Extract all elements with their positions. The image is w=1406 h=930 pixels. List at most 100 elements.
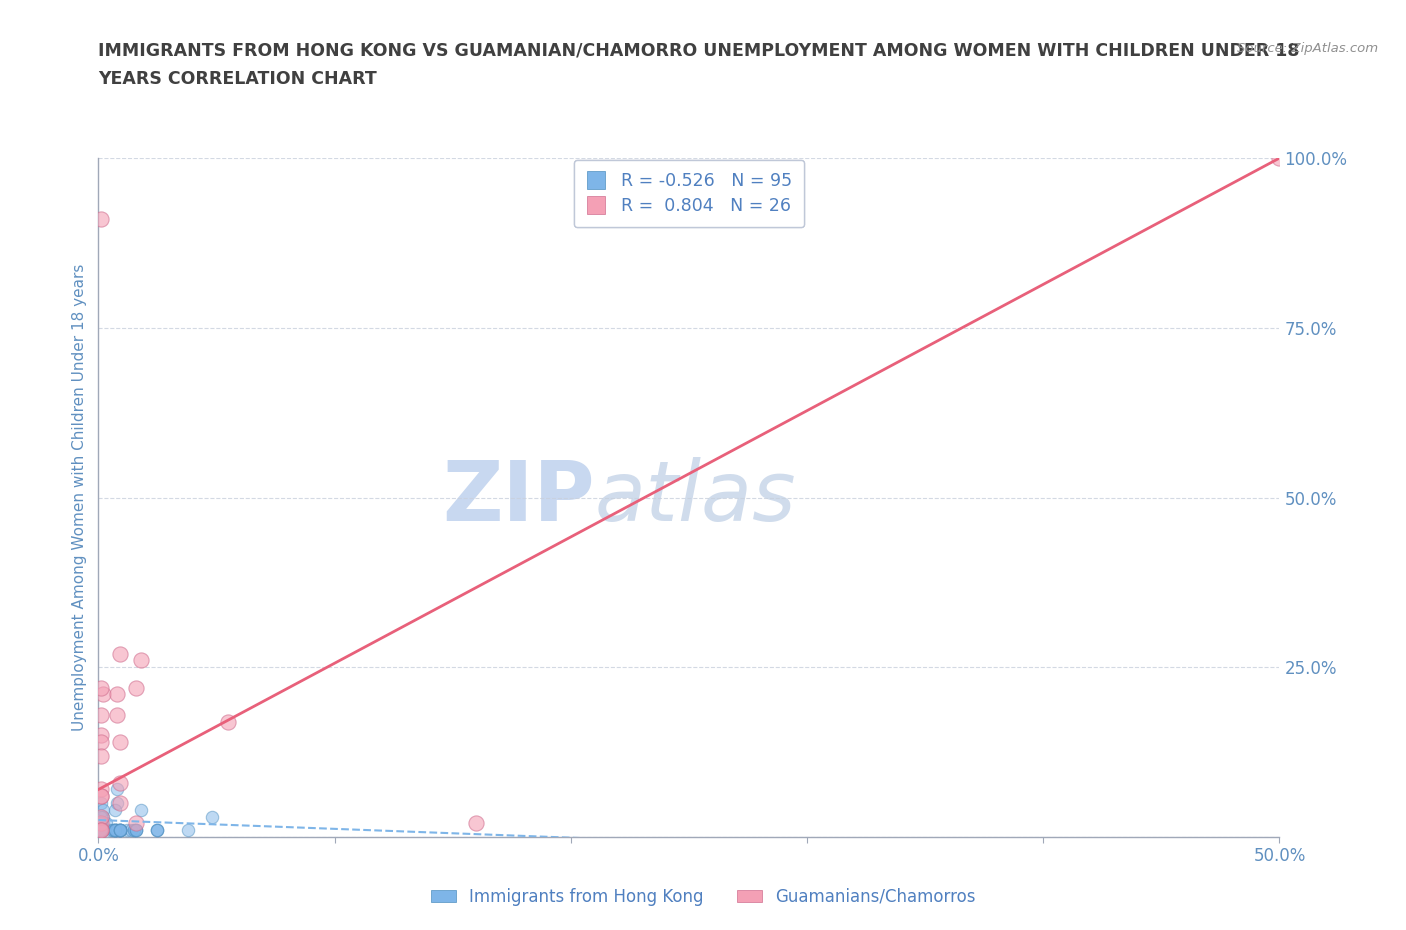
Point bbox=[90, 823, 112, 838]
Point bbox=[90, 823, 112, 838]
Point bbox=[90, 823, 112, 838]
Point bbox=[105, 796, 128, 811]
Text: atlas: atlas bbox=[595, 457, 796, 538]
Point bbox=[90, 816, 112, 830]
Point bbox=[90, 809, 112, 824]
Point bbox=[90, 823, 112, 838]
Point bbox=[90, 823, 112, 838]
Point bbox=[104, 823, 127, 838]
Text: Source: ZipAtlas.com: Source: ZipAtlas.com bbox=[1237, 42, 1378, 55]
Point bbox=[115, 823, 138, 838]
Point bbox=[90, 823, 112, 838]
Point bbox=[104, 823, 127, 838]
Point bbox=[90, 823, 112, 838]
Point bbox=[105, 782, 128, 797]
Point bbox=[90, 823, 112, 838]
Point bbox=[90, 823, 112, 838]
Point bbox=[90, 823, 112, 838]
Point bbox=[90, 212, 112, 227]
Point bbox=[90, 823, 112, 838]
Point bbox=[121, 823, 143, 838]
Point bbox=[108, 823, 131, 838]
Point bbox=[90, 823, 112, 838]
Point bbox=[90, 796, 112, 811]
Point bbox=[122, 823, 145, 838]
Point bbox=[90, 823, 112, 838]
Point bbox=[90, 823, 112, 838]
Point bbox=[90, 823, 112, 838]
Point bbox=[94, 816, 117, 830]
Point bbox=[125, 823, 148, 838]
Point bbox=[90, 823, 112, 838]
Point bbox=[108, 823, 131, 838]
Point bbox=[90, 823, 112, 838]
Point bbox=[90, 809, 112, 824]
Point bbox=[90, 727, 112, 742]
Point bbox=[87, 823, 110, 838]
Legend: R = -0.526   N = 95, R =  0.804   N = 26: R = -0.526 N = 95, R = 0.804 N = 26 bbox=[574, 160, 804, 227]
Point bbox=[90, 823, 112, 838]
Point bbox=[105, 687, 128, 702]
Point bbox=[105, 823, 128, 838]
Point bbox=[90, 823, 112, 838]
Point bbox=[90, 823, 112, 838]
Point bbox=[108, 776, 131, 790]
Point bbox=[90, 823, 112, 838]
Point bbox=[129, 803, 152, 817]
Point bbox=[91, 809, 114, 824]
Point bbox=[98, 823, 121, 838]
Point bbox=[91, 823, 114, 838]
Point bbox=[90, 823, 112, 838]
Point bbox=[90, 823, 112, 838]
Point bbox=[90, 823, 112, 838]
Point bbox=[90, 823, 112, 838]
Point bbox=[217, 714, 239, 729]
Point bbox=[125, 680, 148, 695]
Point bbox=[90, 782, 112, 797]
Point bbox=[125, 816, 148, 830]
Text: IMMIGRANTS FROM HONG KONG VS GUAMANIAN/CHAMORRO UNEMPLOYMENT AMONG WOMEN WITH CH: IMMIGRANTS FROM HONG KONG VS GUAMANIAN/C… bbox=[98, 42, 1301, 60]
Point bbox=[90, 823, 112, 838]
Point bbox=[91, 687, 114, 702]
Point bbox=[90, 823, 112, 838]
Point bbox=[105, 823, 128, 838]
Point bbox=[90, 680, 112, 695]
Point bbox=[90, 823, 112, 838]
Point bbox=[90, 823, 112, 838]
Point bbox=[90, 823, 112, 838]
Point bbox=[90, 823, 112, 838]
Point bbox=[90, 708, 112, 723]
Point bbox=[108, 823, 131, 838]
Text: YEARS CORRELATION CHART: YEARS CORRELATION CHART bbox=[98, 70, 377, 87]
Point bbox=[90, 823, 112, 838]
Point bbox=[1268, 151, 1291, 166]
Point bbox=[108, 823, 131, 838]
Y-axis label: Unemployment Among Women with Children Under 18 years: Unemployment Among Women with Children U… bbox=[72, 264, 87, 731]
Point bbox=[104, 823, 127, 838]
Point bbox=[90, 816, 112, 830]
Point bbox=[90, 823, 112, 838]
Point bbox=[90, 823, 112, 838]
Point bbox=[125, 823, 148, 838]
Point bbox=[104, 803, 127, 817]
Point bbox=[465, 816, 488, 830]
Point bbox=[146, 823, 169, 838]
Point bbox=[101, 823, 124, 838]
Point bbox=[90, 823, 112, 838]
Point bbox=[108, 735, 131, 750]
Point bbox=[104, 823, 127, 838]
Point bbox=[90, 823, 112, 838]
Text: ZIP: ZIP bbox=[441, 457, 595, 538]
Point bbox=[90, 823, 112, 838]
Point bbox=[90, 823, 112, 838]
Point bbox=[90, 748, 112, 763]
Point bbox=[108, 796, 131, 811]
Point bbox=[90, 823, 112, 838]
Point bbox=[129, 653, 152, 668]
Point bbox=[146, 823, 169, 838]
Point bbox=[87, 823, 110, 838]
Point bbox=[177, 823, 200, 838]
Point bbox=[90, 823, 112, 838]
Point bbox=[146, 823, 169, 838]
Point bbox=[90, 823, 112, 838]
